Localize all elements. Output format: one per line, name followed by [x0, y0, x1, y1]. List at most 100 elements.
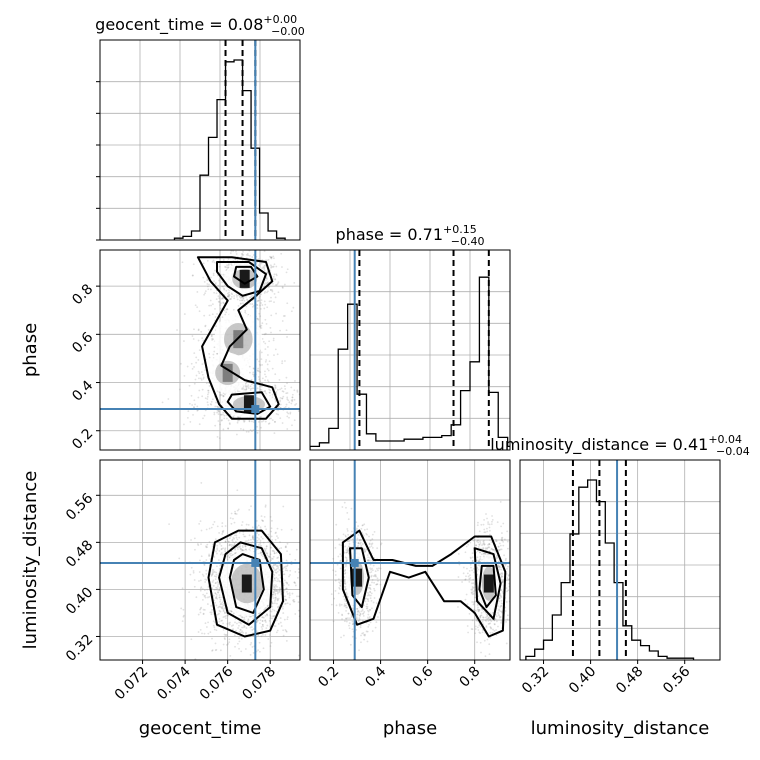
scatter-point	[193, 406, 195, 408]
scatter-point	[301, 580, 303, 582]
scatter-point	[366, 594, 369, 597]
scatter-point	[212, 620, 215, 623]
scatter-point	[201, 373, 204, 376]
scatter-point	[270, 256, 273, 259]
scatter-point	[368, 535, 370, 538]
scatter-point	[369, 590, 371, 593]
scatter-point	[339, 567, 342, 570]
scatter-point	[268, 555, 271, 558]
scatter-point	[280, 547, 283, 549]
scatter-point	[277, 597, 280, 600]
scatter-point	[332, 620, 335, 623]
scatter-point	[219, 394, 222, 397]
scatter-point	[348, 540, 351, 543]
scatter-point	[270, 641, 273, 644]
scatter-point	[283, 589, 286, 592]
scatter-point	[219, 423, 221, 426]
scatter-point	[272, 567, 275, 570]
scatter-point	[206, 543, 209, 546]
scatter-point	[234, 534, 236, 537]
scatter-point	[345, 559, 348, 561]
scatter-point	[216, 565, 218, 568]
scatter-point	[215, 595, 218, 598]
scatter-point	[363, 528, 366, 531]
scatter-point	[371, 569, 374, 572]
scatter-point	[257, 649, 259, 652]
scatter-point	[274, 579, 277, 582]
scatter-point	[231, 293, 234, 296]
scatter-point	[284, 546, 287, 548]
scatter-point	[373, 587, 375, 590]
scatter-point	[249, 296, 251, 299]
scatter-point	[214, 283, 217, 286]
scatter-point	[482, 547, 485, 549]
scatter-point	[285, 329, 288, 332]
scatter-point	[363, 638, 365, 641]
scatter-point	[230, 296, 233, 298]
scatter-point	[190, 394, 193, 397]
scatter-point	[201, 573, 204, 576]
scatter-point	[291, 393, 294, 396]
scatter-point	[194, 403, 196, 406]
scatter-point	[284, 387, 287, 390]
scatter-point	[223, 607, 226, 610]
scatter-point	[275, 283, 278, 286]
scatter-point	[486, 614, 489, 616]
scatter-point	[305, 590, 307, 592]
scatter-point	[224, 634, 227, 636]
scatter-point	[218, 550, 221, 552]
scatter-point	[262, 555, 264, 558]
y-axis-label: phase	[20, 323, 41, 377]
scatter-point	[489, 666, 491, 668]
scatter-point	[252, 429, 255, 431]
scatter-point	[287, 412, 290, 415]
scatter-point	[197, 396, 200, 399]
scatter-point	[202, 339, 205, 342]
scatter-point	[201, 632, 203, 635]
scatter-point	[346, 595, 349, 598]
scatter-point	[256, 300, 259, 303]
scatter-point	[249, 243, 251, 245]
scatter-point	[214, 642, 217, 645]
scatter-point	[242, 302, 244, 305]
scatter-point	[194, 378, 197, 381]
scatter-point	[371, 579, 374, 581]
panel-plot-area	[310, 250, 510, 450]
scatter-point	[234, 645, 236, 648]
scatter-point	[271, 557, 274, 560]
scatter-point	[340, 580, 342, 583]
scatter-point	[273, 609, 276, 612]
scatter-point	[249, 387, 252, 390]
scatter-point	[242, 631, 244, 634]
scatter-point	[243, 625, 246, 628]
scatter-point	[274, 296, 277, 299]
scatter-point	[262, 647, 265, 650]
scatter-point	[348, 622, 351, 625]
scatter-point	[361, 524, 364, 527]
scatter-point	[241, 388, 244, 391]
scatter-point	[260, 515, 263, 518]
scatter-point	[360, 634, 362, 637]
scatter-point	[256, 369, 259, 372]
scatter-point	[206, 401, 209, 404]
scatter-point	[341, 506, 344, 508]
scatter-point	[369, 588, 372, 591]
scatter-point	[200, 543, 202, 546]
scatter-point	[356, 527, 358, 530]
scatter-point	[218, 618, 221, 620]
scatter-point	[221, 413, 224, 416]
scatter-point	[469, 574, 471, 577]
scatter-point	[243, 535, 246, 538]
scatter-point	[337, 555, 340, 558]
scatter-point	[344, 608, 346, 610]
scatter-point	[200, 377, 202, 380]
scatter-point	[479, 632, 482, 635]
scatter-point	[476, 539, 479, 542]
scatter-point	[286, 616, 289, 619]
scatter-point	[238, 647, 240, 650]
scatter-point	[471, 586, 474, 588]
scatter-point	[368, 617, 371, 620]
y-tick-label: 0.2	[69, 426, 96, 453]
scatter-point	[263, 547, 266, 550]
scatter-point	[362, 612, 365, 615]
